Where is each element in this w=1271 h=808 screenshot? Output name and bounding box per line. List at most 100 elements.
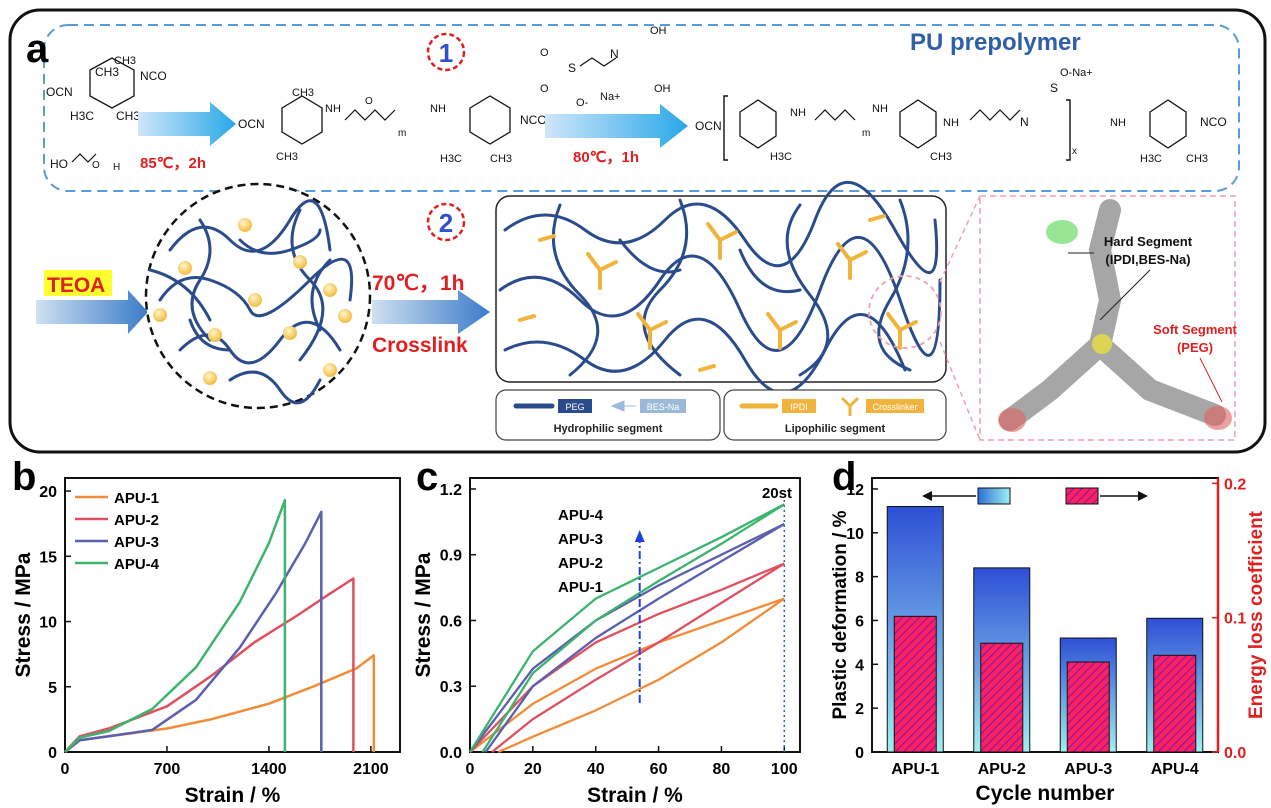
y-tick-label-c: 1.2 bbox=[440, 482, 462, 499]
prepolymer-title: PU prepolymer bbox=[910, 29, 1081, 56]
soft-segment-label: Soft Segment bbox=[1153, 322, 1237, 337]
panel-label-a: a bbox=[26, 27, 49, 71]
svg-text:H3C: H3C bbox=[770, 151, 792, 163]
y-tick-label-b: 5 bbox=[48, 680, 57, 697]
chart-d: d 0 2 4 6 8 10 12 0.0 0.1 0.2 APU-1 APU-2 APU-3 APU-4… bbox=[830, 455, 1267, 805]
svg-text:CH3: CH3 bbox=[276, 151, 298, 163]
legend-label-b: APU-3 bbox=[114, 534, 159, 551]
series-unloading-c bbox=[497, 597, 785, 754]
step2-badge: 2 bbox=[439, 208, 453, 238]
step2-condition: 70℃，1h bbox=[372, 272, 464, 295]
svg-text:O-Na+: O-Na+ bbox=[1060, 67, 1093, 79]
y2-axis-label-d: Energy loss coefficient bbox=[1246, 510, 1267, 719]
chart-c: c 0 20 40 60 80 100 0.0 0.3 0.6 0.9 1.2 Strain / % S… bbox=[412, 455, 801, 807]
y-tick-label-d: 12 bbox=[846, 482, 864, 499]
arrow-label-c: APU-4 bbox=[558, 507, 604, 524]
panel-label-b: b bbox=[12, 455, 36, 499]
trend-arrowhead-c bbox=[634, 530, 645, 542]
prepolymer-dispersion bbox=[144, 182, 372, 410]
teoa-label: TEOA bbox=[47, 274, 105, 297]
x-tick-label-c: 0 bbox=[466, 761, 475, 778]
svg-text:CH3: CH3 bbox=[1186, 153, 1208, 165]
series-unloading-c bbox=[481, 503, 785, 753]
svg-text:NH: NH bbox=[872, 103, 888, 115]
svg-text:CH3: CH3 bbox=[292, 87, 314, 99]
svg-text:NH: NH bbox=[790, 107, 806, 119]
svg-text:CH3: CH3 bbox=[114, 55, 136, 67]
svg-text:O: O bbox=[92, 160, 100, 171]
lipophilic-legend: IPDI Crosslinker Lipophilic segment bbox=[723, 389, 947, 441]
bar-energy-loss bbox=[1153, 654, 1197, 753]
teoa-arrow bbox=[36, 290, 148, 334]
bar-energy-loss bbox=[893, 615, 937, 753]
soft-segment-detail: (PEG) bbox=[1177, 340, 1213, 355]
legend-arrowhead-right bbox=[1138, 491, 1148, 501]
legend-label-b: APU-2 bbox=[114, 512, 159, 529]
svg-text:S: S bbox=[1050, 81, 1058, 95]
legend-label-b: APU-1 bbox=[114, 490, 159, 507]
x-tick-label-d: APU-4 bbox=[1151, 761, 1199, 778]
svg-text:NH: NH bbox=[1110, 117, 1126, 129]
lipophilic-label: Lipophilic segment bbox=[785, 423, 886, 435]
chart-b: b 0 700 1400 2100 0 5 10 15 20 Strain / % Stress /… bbox=[12, 455, 401, 807]
svg-text:H3C: H3C bbox=[1140, 153, 1162, 165]
plot-frame-b bbox=[64, 477, 401, 753]
series-loading-c bbox=[469, 522, 785, 753]
y-tick-label-d: 2 bbox=[855, 701, 864, 718]
y-tick-label-c: 0.3 bbox=[440, 679, 462, 696]
series-line-b bbox=[64, 577, 355, 753]
x-tick-label-b: 1400 bbox=[251, 761, 287, 778]
svg-text:HO: HO bbox=[50, 157, 68, 171]
x-tick-label-c: 100 bbox=[771, 761, 798, 778]
svg-text:OCN: OCN bbox=[238, 117, 265, 131]
svg-text:NH: NH bbox=[943, 117, 959, 129]
y-tick-label-b: 20 bbox=[39, 484, 57, 501]
y-tick-label-d: 6 bbox=[855, 613, 864, 630]
crosslinked-network bbox=[495, 180, 947, 394]
hard-segment-label: Hard Segment bbox=[1104, 234, 1193, 249]
series-loading-c bbox=[469, 562, 785, 753]
svg-text:H3C: H3C bbox=[70, 109, 94, 123]
step1-condition-b: 80℃，1h bbox=[573, 149, 639, 166]
legend-swatch-energy bbox=[1065, 487, 1099, 505]
svg-text:N: N bbox=[610, 47, 619, 61]
crosslink-label: Crosslink bbox=[372, 334, 468, 357]
x-axis-label-c: Strain / % bbox=[587, 784, 683, 807]
step1-badge: 1 bbox=[439, 38, 453, 68]
svg-text:O: O bbox=[365, 96, 373, 107]
hard-segment-detail: (IPDI,BES-Na) bbox=[1105, 252, 1190, 267]
x-tick-label-b: 700 bbox=[154, 761, 181, 778]
legend-label-b: APU-4 bbox=[114, 556, 160, 573]
svg-text:OCN: OCN bbox=[695, 119, 722, 133]
x-tick-label-d: APU-2 bbox=[978, 761, 1026, 778]
series-unloading-c bbox=[484, 523, 785, 753]
cycle-annotation-c: 20st bbox=[762, 485, 792, 502]
arrow-label-c: APU-2 bbox=[558, 555, 603, 572]
svg-text:O-: O- bbox=[576, 97, 589, 109]
arrow-label-c: APU-3 bbox=[558, 531, 603, 548]
svg-text:PEG: PEG bbox=[565, 402, 584, 412]
y-tick-label-d: 8 bbox=[855, 570, 864, 587]
y-axis-label-b: Stress / MPa bbox=[12, 552, 35, 677]
y2-tick-label-d: 0.1 bbox=[1224, 611, 1246, 628]
y-tick-label-c: 0.6 bbox=[440, 613, 462, 630]
svg-text:CH3: CH3 bbox=[116, 109, 140, 123]
svg-text:Na+: Na+ bbox=[600, 91, 621, 103]
y-axis-label-c: Stress / MPa bbox=[412, 552, 435, 677]
arrow-label-c: APU-1 bbox=[558, 579, 603, 596]
intermediate-molecule: OCN CH3 NH CH3 O m NH NCO H3C CH3 bbox=[238, 87, 547, 165]
plot-frame-c bbox=[469, 477, 801, 753]
legend-arrowhead-left bbox=[922, 491, 932, 501]
svg-text:x: x bbox=[1072, 146, 1077, 157]
svg-text:OH: OH bbox=[650, 25, 667, 37]
series-line-b bbox=[64, 498, 287, 753]
y-tick-label-c: 0.0 bbox=[440, 745, 462, 762]
y-tick-label-d: 10 bbox=[846, 526, 864, 543]
y-tick-label-b: 10 bbox=[39, 615, 57, 632]
y2-tick-label-d: 0.0 bbox=[1224, 745, 1246, 762]
reaction-arrow-1 bbox=[138, 102, 236, 146]
panel-label-d: d bbox=[832, 455, 856, 499]
svg-text:H: H bbox=[113, 162, 120, 173]
x-tick-label-d: APU-1 bbox=[891, 761, 939, 778]
ipdi-molecule: OCN CH3 CH3 NCO H3C CH3 bbox=[46, 55, 167, 123]
